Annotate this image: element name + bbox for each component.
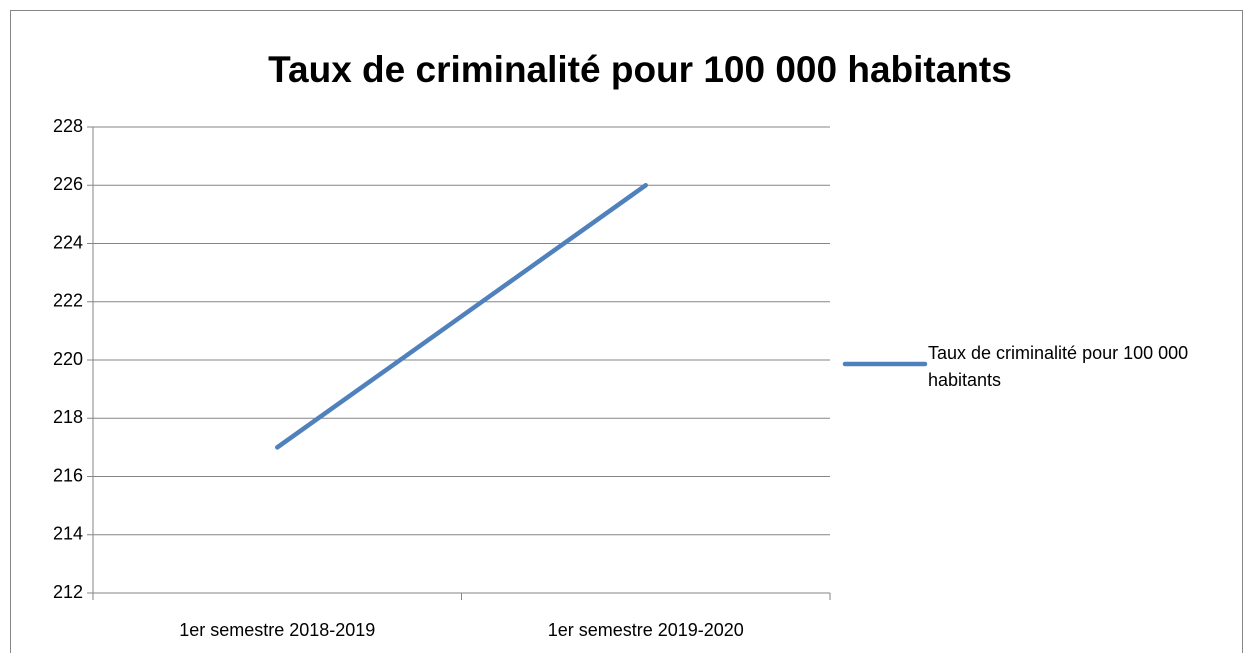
chart-title: Taux de criminalité pour 100 000 habitan… [268,49,1012,90]
x-tick-label: 1er semestre 2019-2020 [548,620,744,640]
y-tick-label: 220 [53,349,83,369]
y-tick-label: 228 [53,116,83,136]
y-tick-label: 212 [53,582,83,602]
y-tick-label: 214 [53,524,83,544]
y-tick-label: 218 [53,407,83,427]
data-line [275,183,648,450]
chart-border [10,10,1243,653]
x-tick-label: 1er semestre 2018-2019 [179,620,375,640]
y-tick-label: 216 [53,465,83,485]
y-tick-label: 224 [53,232,83,252]
y-tick-label: 222 [53,291,83,311]
legend-label: Taux de criminalité pour 100 000 habitan… [928,343,1189,390]
y-tick-label: 226 [53,174,83,194]
